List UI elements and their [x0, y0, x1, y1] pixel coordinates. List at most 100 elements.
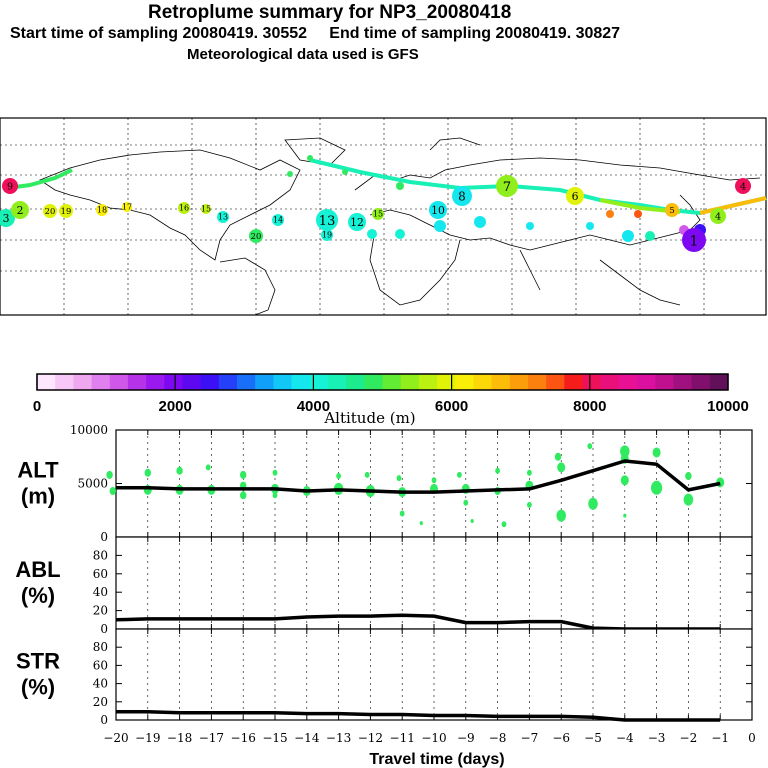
y-tick-label: 60	[93, 658, 108, 672]
y-tick-label: 5000	[77, 477, 108, 491]
page-title: Retroplume summary for NP3_20080418	[148, 2, 512, 23]
colorbar-cell	[255, 374, 274, 390]
x-tick-label: −4	[616, 731, 634, 745]
map-plume-dot	[342, 169, 348, 175]
map-plume-dots: 9 32 20 19 18 17 16 15 13 20 14 13 12 15 19 10 8 7 6 5 4 4 1	[0, 155, 751, 252]
scatter-point	[431, 477, 437, 484]
colorbar-tick-label: 8000	[573, 398, 606, 415]
scatter-point	[106, 470, 113, 479]
scatter-point	[620, 445, 630, 458]
altitude-colorbar: 0 2000 4000 6000 8000 10000 Altitude (m)	[33, 373, 749, 427]
x-tick-label: −3	[648, 731, 666, 745]
map-plume-dot	[395, 229, 405, 239]
map-plume-dot	[201, 204, 211, 214]
colorbar-cell	[691, 374, 711, 390]
scatter-point	[470, 519, 474, 523]
plume-track-west	[7, 168, 73, 190]
colorbar-cell	[73, 374, 92, 390]
colorbar-cell	[346, 374, 365, 390]
map-plume-dot	[622, 230, 634, 242]
x-tick-label: −14	[294, 731, 320, 745]
colorbar-tick-label: 4000	[297, 398, 330, 415]
map-plume-dot	[43, 204, 57, 218]
map-day-label: 10	[431, 204, 445, 217]
colorbar-tick-label: 0	[33, 398, 41, 415]
colorbar-cell	[55, 374, 74, 390]
colorbar-cell	[37, 374, 56, 390]
scatter-point	[336, 473, 341, 479]
y-tick-label: 40	[93, 677, 108, 691]
map-day-label: 1	[689, 233, 698, 249]
map-plume-dot	[452, 186, 472, 206]
colorbar-tick-label: 6000	[435, 398, 468, 415]
map-plume-dot	[566, 187, 584, 205]
panel-yunit: (%)	[21, 583, 55, 608]
colorbar-cell	[618, 374, 638, 390]
world-map: 9 32 20 19 18 17 16 15 13 20 14 13 12 15 19 10 8 7 6 5 4 4 1	[0, 117, 767, 316]
x-tick-label: −11	[390, 731, 415, 745]
scatter-point	[272, 469, 278, 476]
colorbar-cell	[509, 374, 529, 390]
scatter-point	[463, 499, 469, 506]
colorbar-cell	[327, 374, 347, 390]
map-plume-dot	[429, 201, 447, 219]
map-plume-dot	[586, 222, 594, 230]
scatter-point	[554, 452, 562, 461]
map-plume-dot	[316, 209, 338, 231]
colorbar-cell	[218, 374, 238, 390]
scatter-point	[457, 471, 462, 478]
map-plume-dot	[665, 203, 679, 217]
x-tick-label: 0	[748, 731, 756, 745]
map-day-label: 13	[319, 214, 336, 229]
colorbar-cell	[273, 374, 292, 390]
colorbar-cell	[164, 374, 183, 390]
map-day-label: 3	[3, 212, 10, 225]
str-median-line	[116, 710, 721, 722]
colorbar-cell	[582, 374, 602, 390]
panel-ylabel: ABL	[15, 557, 60, 582]
map-day-label: 4	[740, 182, 746, 193]
colorbar-cell	[600, 374, 620, 390]
colorbar-cell	[418, 374, 438, 390]
x-tick-label: −16	[231, 731, 256, 745]
scatter-point	[495, 467, 500, 474]
x-tick-label: −13	[326, 731, 351, 745]
map-day-label: 12	[350, 216, 364, 229]
y-tick-label: 80	[93, 548, 108, 562]
colorbar-cell	[146, 374, 165, 390]
colorbar-cell	[182, 374, 202, 390]
scatter-point	[557, 462, 566, 473]
scatter-point	[527, 469, 532, 476]
map-plume-dot	[2, 178, 18, 194]
colorbar-cell	[109, 374, 129, 390]
scatter-point	[109, 487, 117, 495]
colorbar-cell	[400, 374, 420, 390]
scatter-point	[501, 521, 507, 528]
colorbar-cell	[200, 374, 220, 390]
panel-ylabel: ALT	[17, 458, 59, 483]
panel-ylabel: STR	[16, 649, 60, 674]
y-tick-label: 80	[93, 640, 108, 654]
map-plume-dot	[122, 202, 132, 212]
colorbar-cell	[237, 374, 256, 390]
map-plume-dot	[178, 202, 190, 214]
x-tick-label: −12	[358, 731, 383, 745]
colorbar-cell	[455, 374, 474, 390]
map-plume-dot	[682, 228, 706, 252]
map-plume-dot	[710, 208, 726, 224]
map-plume-dot	[307, 155, 313, 161]
scatter-point	[144, 468, 151, 477]
x-tick-label: −8	[489, 731, 507, 745]
scatter-point	[652, 447, 661, 458]
scatter-point	[683, 493, 694, 506]
scatter-point	[623, 513, 627, 518]
colorbar-cell	[382, 374, 402, 390]
colorbar-cell	[91, 374, 111, 390]
x-axis-label: Travel time (days)	[369, 751, 504, 768]
map-plume-dot	[735, 178, 751, 194]
map-plume-dot	[348, 213, 366, 231]
x-tick-label: −20	[103, 731, 128, 745]
colorbar-cell	[127, 374, 147, 390]
colorbar-cell	[546, 374, 565, 390]
map-day-label: 14	[273, 216, 283, 225]
